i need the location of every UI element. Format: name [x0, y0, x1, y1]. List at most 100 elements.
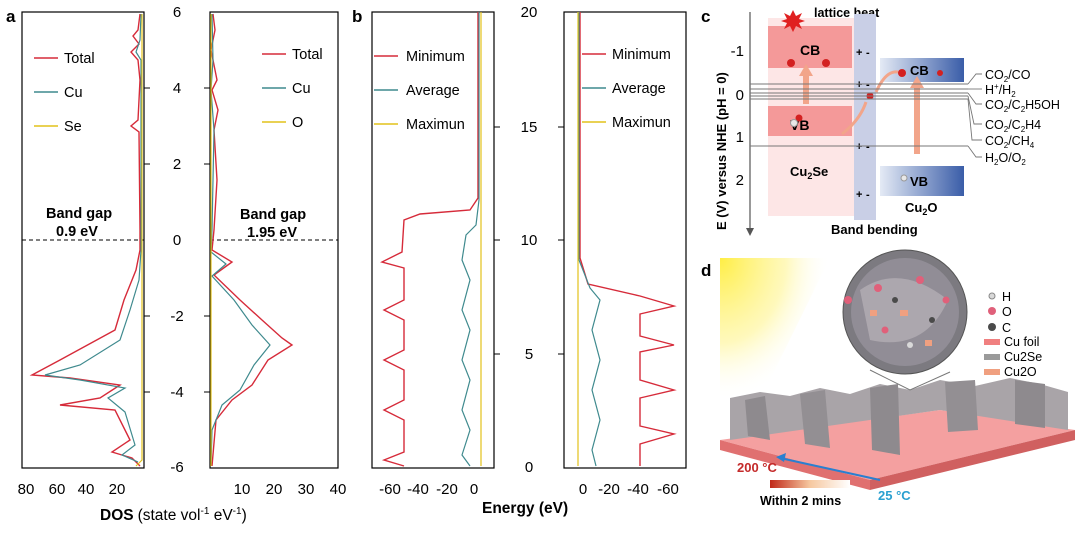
molecules [844, 276, 950, 348]
band-gap-value-left: 0.9 eV [56, 224, 98, 240]
plus-sign: + [856, 189, 862, 201]
cu2o-cb-band [880, 58, 964, 82]
band-gap-label-left: Band gap [46, 206, 112, 222]
panel-a-xtick: 20 [109, 481, 126, 498]
cu2o-vb-label: VB [910, 174, 928, 189]
legend-c: C [1002, 321, 1011, 335]
sunlight-beam [720, 258, 830, 400]
panel-b-left-avg-curve [461, 12, 480, 467]
panel-a-xlabel: DOS (state vol-1 eV-1) [100, 506, 247, 524]
panel-a-ytick: 6 [173, 4, 181, 21]
cold-temperature: 25 °C [878, 488, 911, 503]
panel-b-xtick: -40 [407, 481, 429, 498]
panel-b-left-legend: Minimum Average Maximun [374, 49, 465, 133]
cu2o-vb-band [880, 166, 964, 196]
legend-total: Total [64, 51, 95, 67]
legend-minimum: Minimum [612, 47, 671, 63]
legend-minimum: Minimum [406, 49, 465, 65]
legend-o: O [292, 115, 303, 131]
plus-sign: + [856, 141, 862, 153]
legend-maximun: Maximun [406, 117, 465, 133]
legend-cu2se: Cu2Se [1004, 350, 1042, 364]
cu2o-cb-label: CB [910, 63, 929, 78]
panel-a-label: a [6, 7, 16, 26]
c-atom-icon [988, 323, 996, 331]
cu2se-cb-label: CB [800, 42, 820, 58]
panel-c-label: c [701, 7, 710, 26]
legend-cu: Cu [64, 85, 83, 101]
panel-c-ytick: 2 [736, 172, 744, 189]
panel-b-right-avg-curve [578, 12, 601, 467]
legend-cu: Cu [292, 81, 311, 97]
hot-temperature: 200 °C [737, 460, 778, 475]
legend-h: H [1002, 290, 1011, 304]
panel-b-ytick: 15 [521, 119, 538, 136]
legend-total: Total [292, 47, 323, 63]
panel-b-ytick: 10 [521, 232, 538, 249]
panel-b-ytick: 5 [525, 346, 533, 363]
plus-sign: + [856, 79, 862, 91]
redox-label: H+/H2 [985, 82, 1016, 99]
redox-label: CO2/C2H4 [985, 118, 1041, 134]
minus-sign: - [866, 79, 870, 91]
panel-a-left-legend: Total Cu Se [34, 51, 95, 135]
minus-sign: - [866, 189, 870, 201]
panel-b-right-legend: Minimum Average Maximun [582, 47, 671, 131]
cu-foil-edge [720, 440, 870, 490]
panel-c: c E (V) versus NHE (pH = 0) -1 0 1 2 CB … [701, 6, 1060, 237]
cu2se-vb-band [768, 106, 852, 136]
panel-b-ytick: 0 [525, 459, 533, 476]
h-atom-icon [988, 292, 996, 300]
panel-a-left-total-curve [29, 13, 141, 467]
panel-b-label: b [352, 7, 362, 26]
redox-label: CO2/CO [985, 68, 1031, 84]
minus-sign: - [866, 47, 870, 59]
panel-a-ytick: -6 [170, 459, 183, 476]
panel-a-ytick: -4 [170, 384, 183, 401]
minus-sign: - [866, 141, 870, 153]
legend-cu-foil: Cu foil [1004, 335, 1039, 349]
redox-label: H2O/O2 [985, 151, 1026, 167]
panel-b-right-min-curve [579, 12, 677, 466]
temperature-gradient-bar [770, 480, 850, 488]
panel-d-label: d [701, 261, 711, 280]
legend-cu2o: Cu2O [1004, 365, 1037, 379]
panel-a-xtick: 60 [49, 481, 66, 498]
interface-region [854, 14, 876, 220]
redox-label: CO2/C2H5OH [985, 98, 1060, 114]
panel-a-ytick: 0 [173, 232, 181, 249]
panel-b-xtick: -60 [657, 481, 679, 498]
redox-labels: CO2/CO H+/H2 CO2/C2H5OH CO2/C2H4 CO2/CH4… [985, 68, 1060, 167]
legend-maximun: Maximun [612, 115, 671, 131]
panel-c-ytick: 0 [736, 87, 744, 104]
panel-b-xtick: -60 [379, 481, 401, 498]
panel-b-left-min-curve [380, 12, 479, 467]
panel-a-xtick: 40 [78, 481, 95, 498]
band-bending-label: Band bending [831, 222, 918, 237]
cu2o-label: Cu2O [905, 200, 937, 217]
lattice-heat-icon [781, 10, 805, 32]
redox-lines [750, 73, 982, 158]
panel-b-xtick: -20 [598, 481, 620, 498]
panel-c-ylabel: E (V) versus NHE (pH = 0) [714, 72, 729, 230]
panel-d: d [701, 249, 1075, 508]
panel-a-xtick: 10 [234, 481, 251, 498]
cu2se-swatch [984, 354, 1000, 360]
panel-d-legend: H O C Cu foil Cu2Se Cu2O [984, 290, 1042, 379]
band-gap-label-right: Band gap [240, 207, 306, 223]
nanostructure-forest [730, 378, 1068, 455]
panel-a-right-legend: Total Cu O [262, 47, 323, 131]
panel-b-left-frame [371, 11, 495, 469]
panel-a-right-cu-curve [210, 13, 271, 467]
redox-label: CO2/CH4 [985, 134, 1035, 150]
panel-b-xtick: -20 [436, 481, 458, 498]
panel-a-left-cu-curve [44, 13, 142, 463]
cooling-arrow [779, 457, 881, 481]
band-gap-value-right: 1.95 eV [247, 225, 297, 241]
panel-c-ytick: -1 [731, 43, 744, 60]
cu-foil-swatch [984, 339, 1000, 345]
panel-a-xtick: 40 [330, 481, 347, 498]
panel-b-ytick: 20 [521, 4, 538, 21]
panel-c-ytick: 1 [736, 129, 744, 146]
